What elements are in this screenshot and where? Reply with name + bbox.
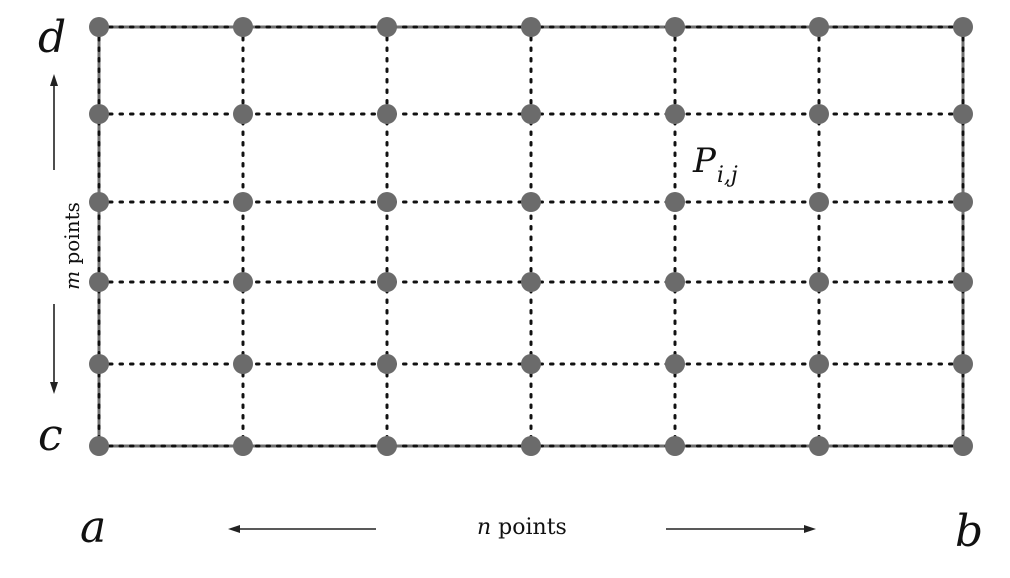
m-arrow-down-head: [50, 382, 58, 394]
grid-point-3-2: [377, 272, 397, 292]
grid-point-5-6: [953, 436, 973, 456]
grid-point-4-0: [89, 354, 109, 374]
point-label-pij: Pi,j: [693, 141, 738, 188]
corner-label-b: b: [955, 506, 984, 557]
m-arrow-up-head: [50, 74, 58, 86]
grid-point-1-2: [377, 104, 397, 124]
n-points-label: n points: [477, 517, 567, 539]
n-arrow-right-head: [804, 525, 816, 533]
grid-point-3-4: [665, 272, 685, 292]
m-points-text: points: [59, 202, 84, 271]
grid-point-3-3: [521, 272, 541, 292]
grid-point-5-5: [809, 436, 829, 456]
grid-point-2-1: [233, 192, 253, 212]
grid-point-1-1: [233, 104, 253, 124]
grid-point-5-4: [665, 436, 685, 456]
m-points-label: m points: [59, 202, 84, 290]
grid-points: [89, 17, 973, 456]
m-variable: m: [59, 270, 84, 290]
grid-point-2-6: [953, 192, 973, 212]
n-points-text: points: [491, 515, 567, 540]
grid-point-4-5: [809, 354, 829, 374]
grid-point-5-0: [89, 436, 109, 456]
grid-point-4-6: [953, 354, 973, 374]
grid-point-0-1: [233, 17, 253, 37]
grid-point-0-3: [521, 17, 541, 37]
grid-point-2-3: [521, 192, 541, 212]
grid-point-4-2: [377, 354, 397, 374]
grid-point-1-0: [89, 104, 109, 124]
grid-point-0-6: [953, 17, 973, 37]
grid-point-2-5: [809, 192, 829, 212]
grid-point-4-4: [665, 354, 685, 374]
axis-arrows: [50, 74, 816, 533]
grid-point-1-3: [521, 104, 541, 124]
point-label-subscript: i,j: [716, 162, 738, 188]
grid-point-0-5: [809, 17, 829, 37]
grid-point-1-6: [953, 104, 973, 124]
grid-point-3-0: [89, 272, 109, 292]
corner-label-a: a: [80, 502, 107, 553]
dotted-grid-lines: [97, 25, 965, 448]
grid-point-4-1: [233, 354, 253, 374]
grid-point-3-5: [809, 272, 829, 292]
point-label-main: P: [693, 141, 716, 181]
grid-point-0-4: [665, 17, 685, 37]
grid-point-1-4: [665, 104, 685, 124]
grid-point-1-5: [809, 104, 829, 124]
grid-point-3-1: [233, 272, 253, 292]
grid-point-5-2: [377, 436, 397, 456]
corner-label-c: c: [38, 410, 63, 461]
n-variable: n: [477, 515, 492, 540]
grid-point-5-1: [233, 436, 253, 456]
grid-point-4-3: [521, 354, 541, 374]
grid-point-2-0: [89, 192, 109, 212]
grid-point-0-2: [377, 17, 397, 37]
corner-label-d: d: [38, 12, 67, 63]
grid-point-0-0: [89, 17, 109, 37]
grid-point-2-4: [665, 192, 685, 212]
grid-point-3-6: [953, 272, 973, 292]
n-arrow-left-head: [228, 525, 240, 533]
grid-point-2-2: [377, 192, 397, 212]
grid-point-5-3: [521, 436, 541, 456]
